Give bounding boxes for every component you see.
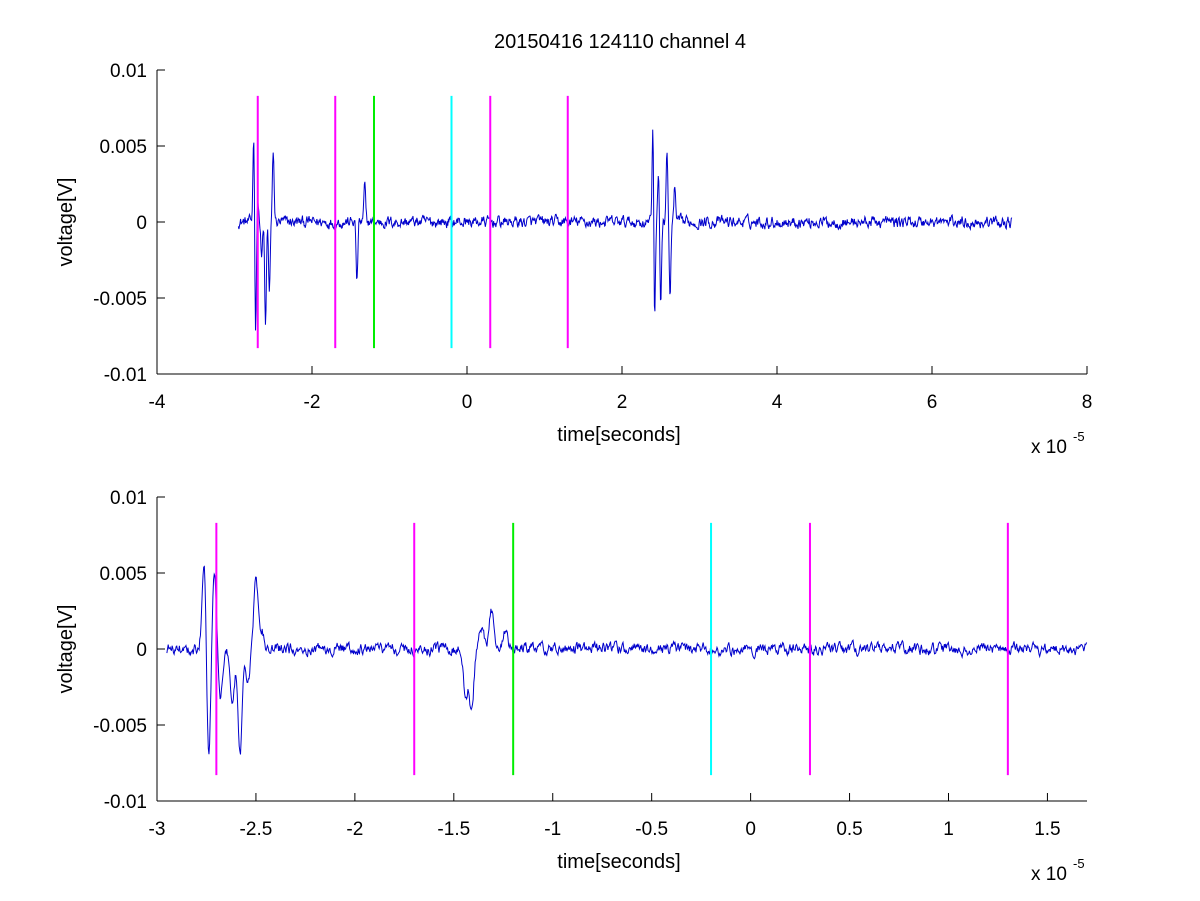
x-tick-label: 0 xyxy=(462,392,473,413)
y-axis-label: voltage[V] xyxy=(55,605,77,694)
x-tick-label: -4 xyxy=(149,392,166,413)
y-tick-label: 0.01 xyxy=(110,61,147,82)
y-tick-label: -0.01 xyxy=(104,792,147,813)
figure-title: 20150416 124110 channel 4 xyxy=(494,31,746,53)
x-tick-label: -1 xyxy=(544,819,561,840)
y-tick-label: -0.005 xyxy=(93,289,147,310)
x-tick-label: -1.5 xyxy=(437,819,470,840)
x-exponent-value: -5 xyxy=(1073,429,1085,444)
x-axis-label: time[seconds] xyxy=(557,851,680,873)
y-tick-label: -0.01 xyxy=(104,365,147,386)
x-tick-label: 1.5 xyxy=(1034,819,1060,840)
x-exponent-label: x 10 xyxy=(1031,864,1067,885)
y-tick-label: 0.01 xyxy=(110,488,147,509)
x-tick-label: -3 xyxy=(149,819,166,840)
y-axis-label: voltage[V] xyxy=(55,178,77,267)
x-tick-label: 0.5 xyxy=(836,819,862,840)
y-tick-label: -0.005 xyxy=(93,716,147,737)
x-tick-label: 2 xyxy=(617,392,628,413)
bottom-chart: -0.01 -0.005 0 0.005 0.01 -3 -2.5 -2 -1.5 -1 -0.5 0… xyxy=(55,488,1088,885)
x-tick-label: -2 xyxy=(304,392,321,413)
x-tick-label: 1 xyxy=(943,819,954,840)
x-tick-label: -0.5 xyxy=(635,819,668,840)
x-exponent-value: -5 xyxy=(1073,856,1085,871)
signal-trace xyxy=(166,565,1088,755)
y-tick-label: 0.005 xyxy=(99,137,147,158)
y-tick-label: 0 xyxy=(136,213,147,234)
x-tick-label: 8 xyxy=(1082,392,1093,413)
x-axis-label: time[seconds] xyxy=(557,424,680,446)
top-chart: -0.01 -0.005 0 0.005 0.01 -4 -2 0 2 4 6 8 time[secon… xyxy=(55,61,1092,458)
signal-trace xyxy=(237,129,1013,331)
y-tick-label: 0.005 xyxy=(99,564,147,585)
x-exponent-label: x 10 xyxy=(1031,437,1067,458)
x-tick-label: 0 xyxy=(745,819,756,840)
x-tick-label: -2.5 xyxy=(240,819,273,840)
y-tick-label: 0 xyxy=(136,640,147,661)
x-tick-label: 6 xyxy=(927,392,938,413)
x-tick-label: -2 xyxy=(346,819,363,840)
x-tick-label: 4 xyxy=(772,392,783,413)
